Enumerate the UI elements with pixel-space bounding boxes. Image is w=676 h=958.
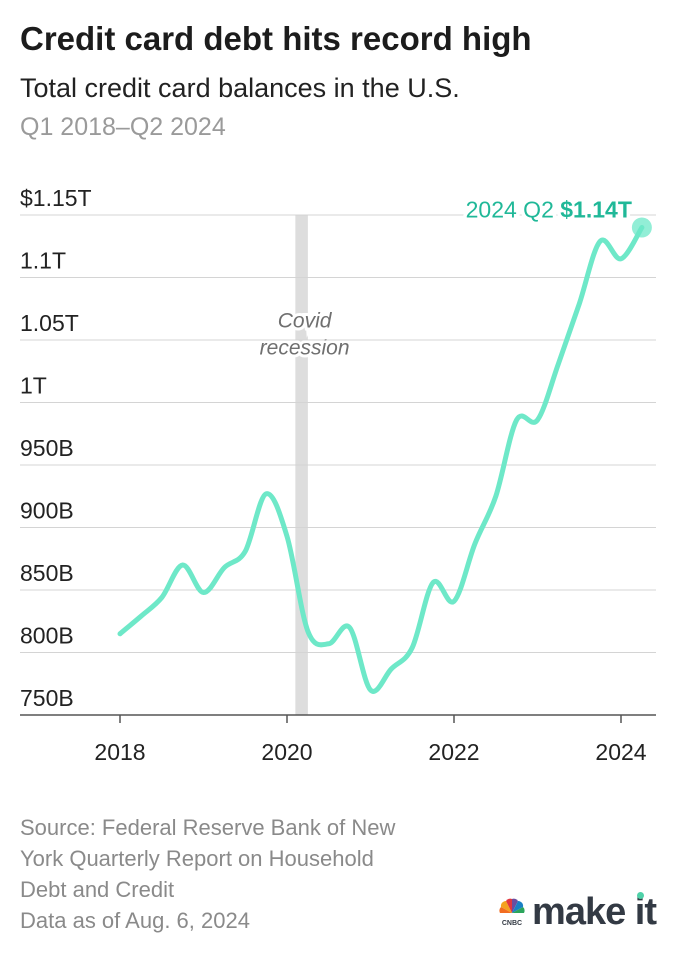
endpoint-label-prefix: 2024 Q2: [466, 197, 561, 223]
source-note: Source: Federal Reserve Bank of New York…: [20, 812, 480, 936]
chart-subtitle: Total credit card balances in the U.S.: [20, 73, 460, 103]
x-tick-label: 2020: [261, 739, 312, 765]
endpoint-marker: [631, 217, 652, 238]
cnbc-make-it-logo: CNBC make it: [498, 890, 657, 934]
y-tick-label: 1.05T: [20, 310, 79, 336]
endpoint-label-value: $1.14T: [560, 197, 632, 223]
line-chart: Covid recession 750B 800B 850B 900B 950B 1T 1.0…: [20, 185, 656, 765]
x-tick-label: 2018: [94, 739, 145, 765]
y-tick-label: 1.1T: [20, 248, 66, 274]
y-tick-label: $1.15T: [20, 185, 92, 211]
y-tick-label: 1T: [20, 373, 47, 399]
chart-title: Credit card debt hits record high: [20, 20, 532, 57]
x-tick-label: 2024: [595, 739, 646, 765]
y-tick-label: 950B: [20, 435, 74, 461]
source-line: Data as of Aug. 6, 2024: [20, 908, 250, 933]
y-tick-label: 850B: [20, 560, 74, 586]
x-tick-label: 2022: [428, 739, 479, 765]
logo-text: make it: [532, 890, 657, 933]
source-line: York Quarterly Report on Household: [20, 846, 374, 871]
source-line: Source: Federal Reserve Bank of New: [20, 815, 396, 840]
series-line: [117, 225, 645, 694]
cnbc-peacock-icon: CNBC: [499, 898, 525, 927]
recession-label: recession: [260, 337, 350, 360]
y-tick-label: 900B: [20, 498, 74, 524]
endpoint-label: 2024 Q2 $1.14T: [466, 197, 632, 223]
logo-small-text: CNBC: [502, 920, 522, 927]
recession-label: Covid: [278, 310, 333, 333]
logo-dot-icon: [637, 891, 644, 899]
y-tick-label: 800B: [20, 623, 74, 649]
y-tick-label: 750B: [20, 685, 74, 711]
date-range: Q1 2018–Q2 2024: [20, 113, 226, 141]
source-line: Debt and Credit: [20, 877, 175, 902]
